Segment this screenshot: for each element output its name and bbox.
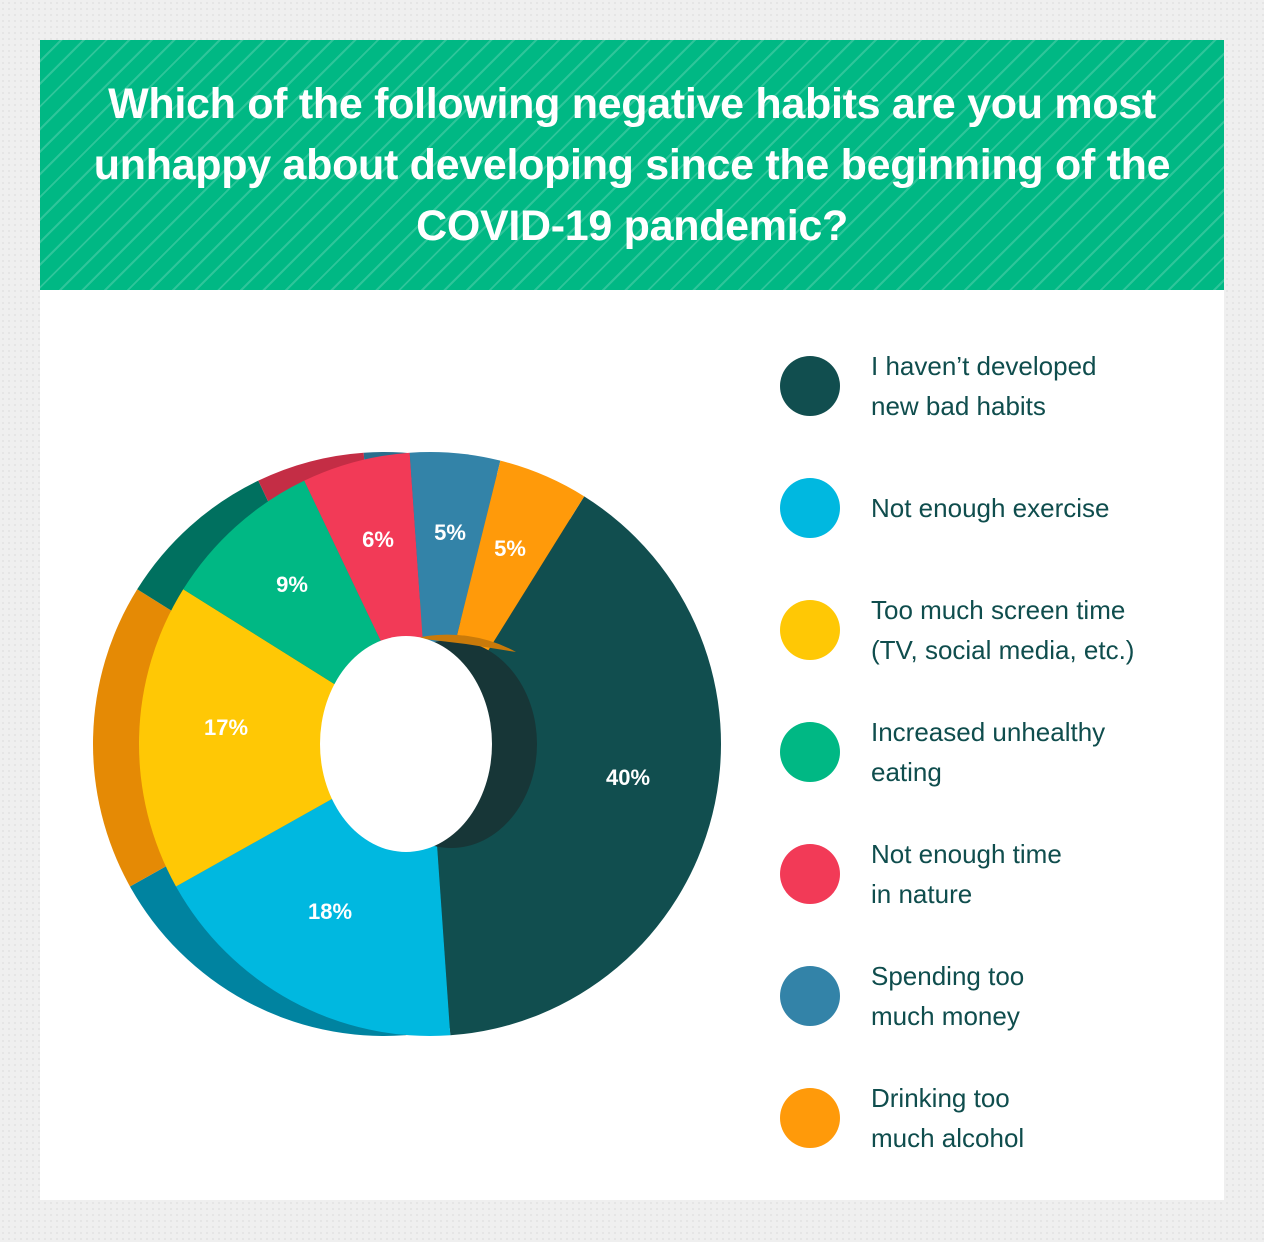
legend-swatch-icon <box>780 1088 840 1148</box>
legend-swatch-icon <box>780 478 840 538</box>
legend-item-unhealthy-eating: Increased unhealthy eating <box>780 712 1105 792</box>
legend-label: Too much screen time (TV, social media, … <box>871 595 1135 665</box>
legend-swatch-icon <box>780 966 840 1026</box>
legend-label: Not enough time in nature <box>871 839 1062 909</box>
legend-item-screen-time: Too much screen time (TV, social media, … <box>780 590 1134 670</box>
legend-swatch-icon <box>780 844 840 904</box>
legend-label: Spending too much money <box>871 961 1025 1031</box>
legend-item-nature: Not enough time in nature <box>780 834 1062 914</box>
legend-swatch-icon <box>780 722 840 782</box>
legend-item-exercise: Not enough exercise <box>780 468 1109 548</box>
legend-label: Not enough exercise <box>871 493 1110 523</box>
legend-label: I haven’t developed new bad habits <box>871 351 1097 421</box>
legend-label: Drinking too much alcohol <box>871 1083 1025 1153</box>
legend-item-spending: Spending too much money <box>780 956 1024 1036</box>
legend-item-no-new-habits: I haven’t developed new bad habits <box>780 346 1097 426</box>
legend-swatch-icon <box>780 356 840 416</box>
chart-title: Which of the following negative habits a… <box>93 79 1171 250</box>
legend-item-alcohol: Drinking too much alcohol <box>780 1078 1024 1158</box>
header-banner: Which of the following negative habits a… <box>40 40 1224 290</box>
legend-swatch-icon <box>780 600 840 660</box>
legend-label: Increased unhealthy eating <box>871 717 1106 787</box>
